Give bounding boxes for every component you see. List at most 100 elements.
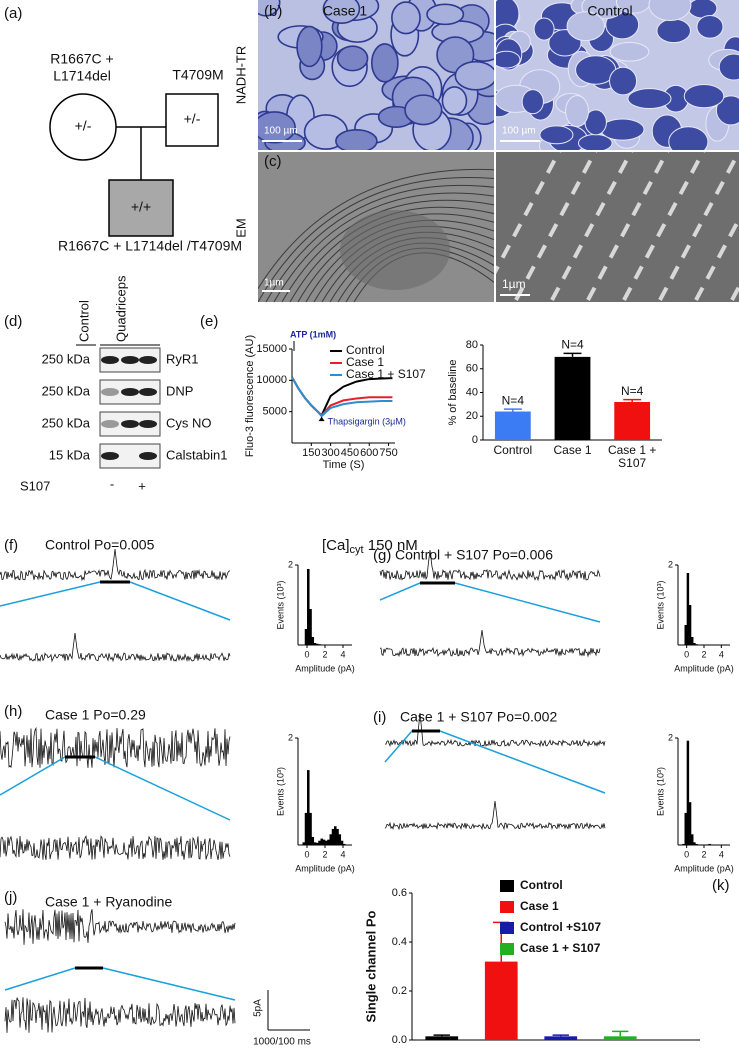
histogram-bar <box>309 812 312 845</box>
bar <box>554 356 591 440</box>
recording-title: Case 1 Po=0.29 <box>45 707 146 723</box>
genotype: R1667C + L1714del /T4709M <box>58 238 242 254</box>
micrograph-detail <box>258 0 739 302</box>
histogram-bar <box>304 812 308 845</box>
histogram-bar <box>318 644 321 645</box>
histogram-bar <box>343 843 346 845</box>
lane-label: Control <box>76 300 91 342</box>
y-tick-label: 10000 <box>256 374 287 386</box>
bar <box>425 1036 459 1040</box>
bar <box>484 961 518 1040</box>
fiber <box>258 0 281 17</box>
micrograph <box>496 152 739 302</box>
blot: 250 kDa RyR1 250 kDa DNP 250 kDa Cys NO 15 kDa… <box>42 347 227 469</box>
band <box>139 420 157 428</box>
panel-label: (j) <box>4 889 17 906</box>
panel-label: (k) <box>712 877 730 894</box>
blot-label: DNP <box>166 383 193 398</box>
x-axis-label: Amplitude (pA) <box>295 663 355 673</box>
histogram-bar <box>329 834 333 845</box>
y-tick-label: 80 <box>466 339 478 351</box>
fiber <box>696 14 724 39</box>
panel-label: (b) <box>264 3 282 20</box>
fiber <box>648 0 692 22</box>
fiber <box>718 53 739 81</box>
z-line <box>658 152 739 301</box>
y-tick-label: 0.6 <box>392 887 407 899</box>
z-line <box>550 152 634 301</box>
condition: [Ca]cyt 150 nM <box>322 537 418 556</box>
histogram-bar <box>691 637 694 645</box>
fiber <box>533 17 555 41</box>
annotation: ATP (1mM) <box>290 329 336 339</box>
histogram-bar <box>316 643 319 645</box>
recording-title: Control Po=0.005 <box>45 537 155 553</box>
x-axis-label: Time (S) <box>323 459 365 471</box>
x-tick-label: 0 <box>304 849 309 859</box>
y-axis-label: Events (10³) <box>655 580 665 629</box>
histogram-bar <box>695 843 698 845</box>
z-line <box>586 152 670 301</box>
histogram-bar <box>311 637 315 645</box>
fiber <box>370 43 399 83</box>
genotype: L1714del <box>53 68 111 84</box>
current-trace <box>379 549 601 582</box>
recording-title: Case 1 + Ryanodine <box>45 894 172 910</box>
y-tick-label: 15000 <box>256 343 287 355</box>
histogram-bar <box>304 629 308 645</box>
treatment-label: S107 <box>20 478 50 493</box>
treatment-mark: - <box>110 476 114 491</box>
legend-swatch <box>500 943 514 955</box>
fiber <box>336 45 369 72</box>
fiber <box>335 129 378 150</box>
bar <box>614 402 651 440</box>
genotype: T4709M <box>172 67 223 83</box>
membrane <box>265 184 494 302</box>
x-tick-label: 0 <box>304 649 309 659</box>
fiber <box>496 50 521 69</box>
membrane <box>258 168 494 290</box>
condition-part: cyt <box>350 544 364 556</box>
y-tick-label: 20 <box>466 410 478 422</box>
fiber <box>656 18 691 44</box>
fiber <box>391 1 421 35</box>
legend-label: Control <box>346 343 385 357</box>
x-tick-label: 450 <box>341 447 359 459</box>
y-tick-label: 0.0 <box>392 1034 407 1046</box>
treatment-mark: + <box>138 478 146 493</box>
membrane <box>273 192 494 302</box>
histogram-bar <box>318 840 321 845</box>
band <box>121 356 139 364</box>
y-axis-label: Single channel Po <box>363 910 378 1022</box>
panel-label: (e) <box>200 313 218 330</box>
allele: +/+ <box>131 199 151 215</box>
current-trace <box>0 726 231 769</box>
fiber <box>668 126 709 150</box>
x-tick-label: 2 <box>701 649 706 659</box>
father-symbol <box>165 93 219 147</box>
column-label: Control <box>587 3 632 19</box>
marker-label: 250 kDa <box>42 383 91 398</box>
z-line <box>622 152 706 301</box>
fiber <box>404 94 443 126</box>
lane-label: Quadriceps <box>113 275 128 342</box>
fiber <box>609 66 638 96</box>
current-trace <box>384 800 606 831</box>
x-axis-label: Amplitude (pA) <box>295 863 355 873</box>
membrane <box>258 177 494 302</box>
y-tick-label: 0.2 <box>392 985 407 997</box>
histogram-bar <box>302 842 306 845</box>
y-tick-label: 60 <box>466 363 478 375</box>
marker-label: 250 kDa <box>42 351 91 366</box>
legend-label: Case 1 + S107 <box>520 941 601 955</box>
x-tick-label: 300 <box>321 447 339 459</box>
histogram-bar <box>706 844 709 845</box>
fiber <box>627 88 672 110</box>
histogram-bar <box>691 834 694 845</box>
y-axis-label: Events (10³) <box>275 580 285 629</box>
legend-swatch <box>500 901 514 913</box>
histogram-bar <box>684 625 687 645</box>
band <box>101 388 119 396</box>
x-tick-label: 4 <box>719 649 724 659</box>
band <box>121 388 139 396</box>
